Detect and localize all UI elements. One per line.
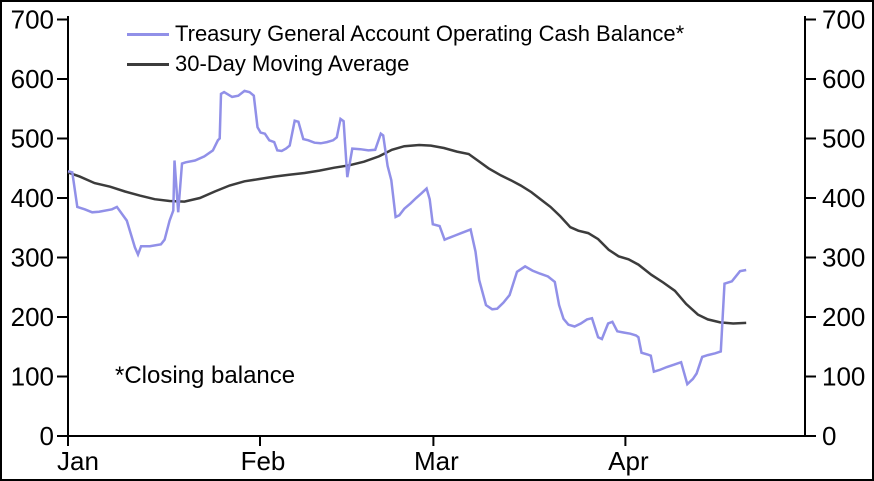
y-axis-tick-label-right: 600 [822,64,865,94]
x-axis-tick-label: Jan [57,446,99,476]
legend-label-tga-balance: Treasury General Account Operating Cash … [175,21,685,46]
y-axis-tick-label-right: 300 [822,243,865,273]
legend-label-moving-average: 30-Day Moving Average [175,51,410,76]
y-axis-tick-label-left: 200 [11,302,54,332]
axes [67,16,806,437]
x-axis-tick-label: Apr [608,446,649,476]
chart-legend: Treasury General Account Operating Cash … [127,19,684,79]
legend-item-tga-balance: Treasury General Account Operating Cash … [127,19,684,49]
ma-line [67,143,747,325]
tga-line [67,89,747,387]
y-axis-tick-label-left: 0 [40,421,54,451]
ma-line-swatch-icon [127,62,169,66]
footnote-closing-balance: *Closing balance [115,362,296,389]
x-axis-tick-label: Feb [241,446,286,476]
y-axis-tick-label-left: 700 [11,5,54,35]
x-axis-tick-label: Mar [414,446,459,476]
y-axis-tick-label-right: 700 [822,5,865,35]
y-axis-tick-label-left: 100 [11,362,54,392]
y-axis-tick-label-left: 300 [11,243,54,273]
y-axis-tick-label-left: 600 [11,64,54,94]
legend-item-moving-average: 30-Day Moving Average [127,49,684,79]
y-axis-tick-label-right: 500 [822,124,865,154]
y-axis-tick-label-right: 100 [822,362,865,392]
y-axis-tick-label-right: 200 [822,302,865,332]
y-axis-tick-label-right: 400 [822,183,865,213]
tga-line-swatch-icon [127,32,169,36]
y-axis-tick-label-right: 0 [822,421,836,451]
y-axis-tick-label-left: 500 [11,124,54,154]
y-axis-tick-label-left: 400 [11,183,54,213]
